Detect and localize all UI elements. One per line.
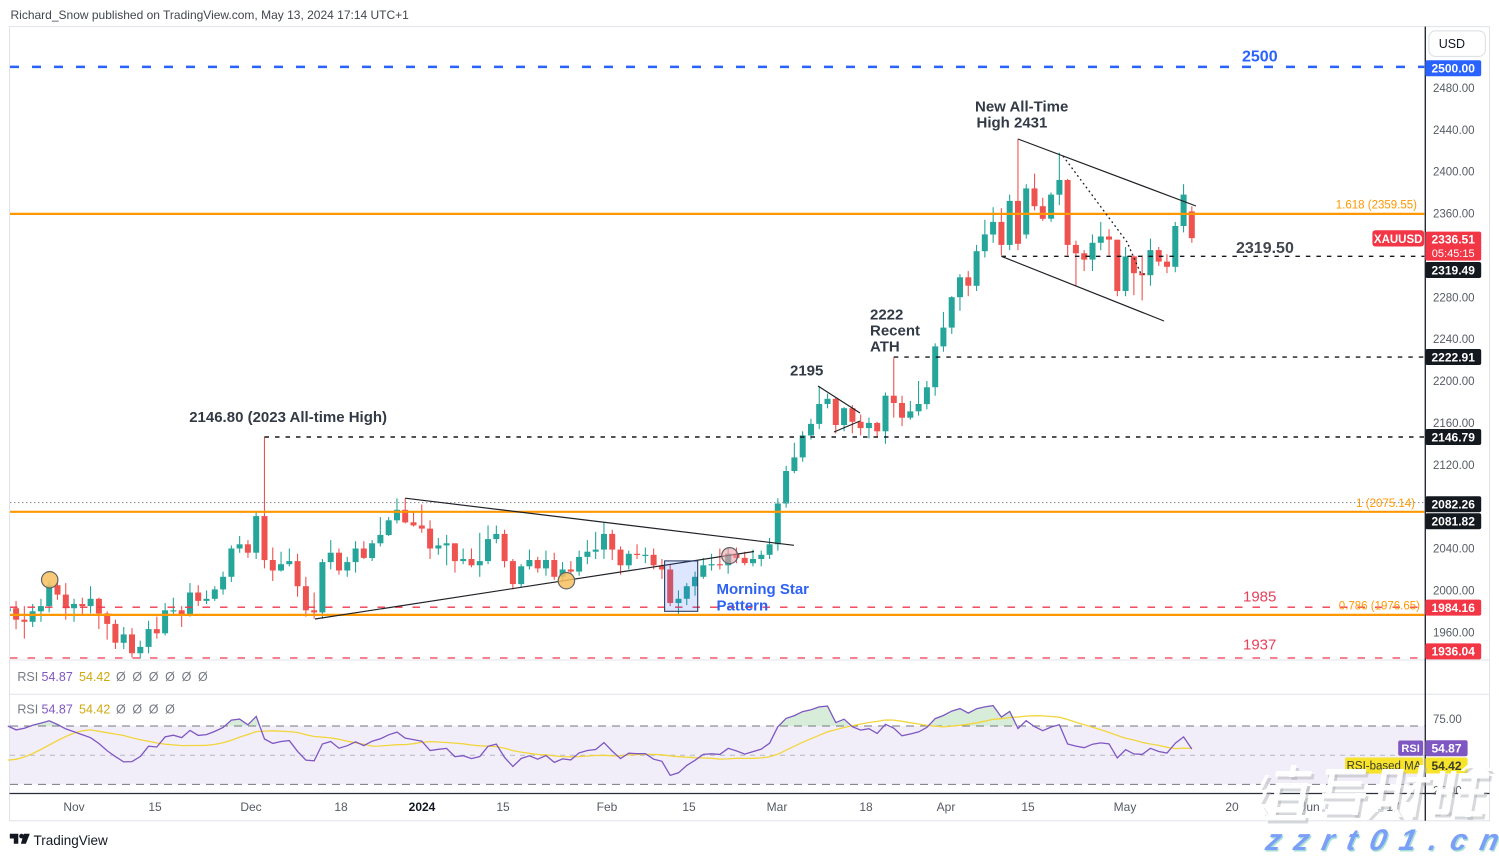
svg-text:15: 15 — [148, 800, 162, 814]
svg-text:15: 15 — [1021, 800, 1035, 814]
svg-text:54.42: 54.42 — [79, 703, 110, 717]
svg-text:1960.00: 1960.00 — [1433, 627, 1475, 639]
svg-text:Apr: Apr — [937, 800, 956, 814]
svg-text:1984.16: 1984.16 — [1432, 601, 1476, 615]
svg-text:Feb: Feb — [597, 800, 618, 814]
svg-text:2360.00: 2360.00 — [1433, 209, 1475, 221]
svg-text:2200.00: 2200.00 — [1433, 376, 1475, 388]
svg-text:2440.00: 2440.00 — [1433, 125, 1475, 137]
svg-text:Ø Ø Ø Ø Ø Ø: Ø Ø Ø Ø Ø Ø — [116, 670, 209, 684]
svg-text:New All-Time: New All-Time — [975, 99, 1068, 116]
svg-text:2120.00: 2120.00 — [1433, 460, 1475, 472]
svg-text:18: 18 — [334, 800, 348, 814]
svg-text:Nov: Nov — [63, 800, 84, 814]
svg-text:2400.00: 2400.00 — [1433, 167, 1475, 179]
svg-text:2040.00: 2040.00 — [1433, 544, 1475, 556]
svg-text:1937: 1937 — [1243, 637, 1276, 654]
svg-text:54.87: 54.87 — [42, 703, 73, 717]
svg-text:2146.80 (2023 All-time High): 2146.80 (2023 All-time High) — [189, 409, 387, 426]
svg-text:54.42: 54.42 — [79, 670, 110, 684]
svg-text:2082.26: 2082.26 — [1432, 498, 1476, 512]
svg-text:2500.00: 2500.00 — [1432, 62, 1476, 76]
svg-text:54.42: 54.42 — [1431, 759, 1461, 773]
svg-text:2280.00: 2280.00 — [1433, 292, 1475, 304]
svg-text:15: 15 — [682, 800, 696, 814]
svg-text:2480.00: 2480.00 — [1433, 83, 1475, 95]
svg-text:54.87: 54.87 — [42, 670, 73, 684]
svg-text:75.00: 75.00 — [1433, 714, 1462, 726]
svg-text:ATH: ATH — [870, 339, 900, 356]
svg-text:05:45:15: 05:45:15 — [1432, 248, 1475, 260]
svg-text:1.618 (2359.55): 1.618 (2359.55) — [1336, 200, 1417, 212]
svg-text:Ø Ø Ø Ø: Ø Ø Ø Ø — [116, 703, 177, 717]
svg-text:2500: 2500 — [1242, 49, 1278, 66]
svg-text:2146.79: 2146.79 — [1432, 430, 1476, 444]
svg-text:Mar: Mar — [767, 800, 788, 814]
svg-text:2000.00: 2000.00 — [1433, 586, 1475, 598]
svg-text:18: 18 — [859, 800, 873, 814]
svg-text:0.786 (1976.65): 0.786 (1976.65) — [1339, 601, 1420, 613]
svg-text:zzrt01.cn: zzrt01.cn — [1263, 826, 1499, 857]
svg-text:TradingView: TradingView — [34, 833, 109, 848]
svg-text:2240.00: 2240.00 — [1433, 334, 1475, 346]
svg-text:USD: USD — [1439, 37, 1465, 51]
svg-text:2081.82: 2081.82 — [1432, 515, 1476, 529]
svg-text:zzrt01.cn: zzrt01.cn — [1262, 824, 1499, 857]
svg-text:XAUUSD: XAUUSD — [1374, 234, 1423, 246]
svg-text:High 2431: High 2431 — [977, 115, 1048, 132]
svg-text:1936.04: 1936.04 — [1432, 645, 1476, 659]
svg-text:May: May — [1114, 800, 1137, 814]
svg-text:1 (2075.14): 1 (2075.14) — [1356, 498, 1415, 510]
svg-text:2024: 2024 — [409, 800, 436, 814]
svg-text:Recent: Recent — [870, 323, 920, 340]
svg-text:Dec: Dec — [240, 800, 261, 814]
svg-text:2195: 2195 — [790, 363, 823, 380]
svg-text:2319.50: 2319.50 — [1236, 240, 1294, 257]
svg-text:Morning Star: Morning Star — [717, 581, 810, 598]
svg-text:2222.91: 2222.91 — [1432, 350, 1476, 364]
svg-text:15: 15 — [496, 800, 510, 814]
svg-text:2336.51: 2336.51 — [1432, 233, 1476, 247]
svg-text:RSI: RSI — [17, 670, 38, 684]
svg-text:54.87: 54.87 — [1431, 742, 1461, 756]
svg-text:20: 20 — [1225, 800, 1239, 814]
svg-text:2319.49: 2319.49 — [1432, 263, 1476, 277]
svg-text:RSI: RSI — [1401, 743, 1419, 755]
svg-text:Richard_Snow published on Trad: Richard_Snow published on TradingView.co… — [11, 8, 410, 22]
svg-text:2222: 2222 — [870, 307, 903, 324]
svg-text:RSI: RSI — [17, 703, 38, 717]
svg-text:Pattern: Pattern — [717, 598, 769, 615]
svg-text:2160.00: 2160.00 — [1433, 418, 1475, 430]
svg-text:1985: 1985 — [1243, 589, 1276, 606]
